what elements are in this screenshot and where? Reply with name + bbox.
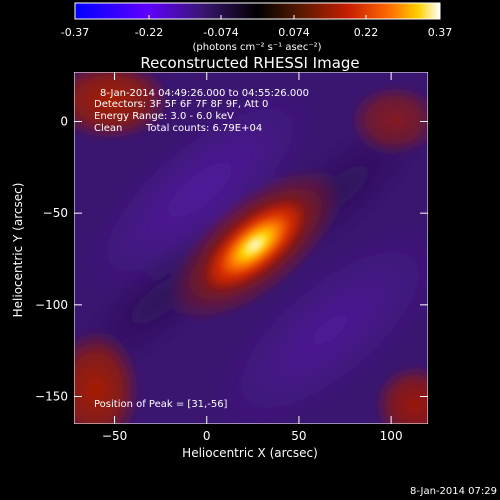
colorbar-tick-label: 0.37 — [428, 26, 453, 39]
colorbar-tick-label: 0.22 — [354, 26, 379, 39]
colorbar-tick-label: -0.074 — [203, 26, 238, 39]
render-timestamp: 8-Jan-2014 07:29 — [410, 486, 497, 497]
colorbar-ticks: -0.37 -0.22 -0.074 0.074 0.22 0.37 — [61, 15, 452, 39]
sidelobe-upper-left — [79, 84, 321, 296]
annotation-energy: Energy Range: 3.0 - 6.0 keV — [94, 111, 234, 122]
flare-source — [204, 200, 306, 290]
x-axis-ticks: −50 0 50 100 — [102, 72, 403, 443]
corner-lobe-bottom-left — [74, 330, 140, 424]
colorbar-gradient — [75, 3, 440, 19]
y-tick-label: −150 — [35, 390, 68, 404]
x-tick-label: 0 — [203, 429, 211, 443]
colorbar-tick-label: -0.37 — [61, 26, 89, 39]
chart-title: Reconstructed RHESSI Image — [140, 54, 359, 72]
sidelobe-lower-right — [208, 223, 428, 424]
colorbar-frame — [74, 2, 441, 20]
corner-lobe-top-left — [74, 72, 170, 140]
x-tick-label: −50 — [102, 429, 127, 443]
annotation-peak-position: Position of Peak = [31,-56] — [94, 399, 228, 410]
colorbar-units-label: (photons cm⁻² s⁻¹ asec⁻²) — [192, 42, 321, 53]
heatmap-image — [74, 72, 428, 424]
annotation-time-range: 8-Jan-2014 04:49:26.000 to 04:55:26.000 — [100, 88, 309, 99]
corner-lobe-top-right — [350, 85, 428, 155]
annotation-total-counts: Total counts: 6.79E+04 — [145, 123, 262, 134]
colorbar-tick-label: 0.074 — [278, 26, 310, 39]
x-axis-label: Heliocentric X (arcsec) — [182, 446, 318, 460]
y-tick-label: −50 — [43, 206, 68, 220]
y-tick-label: 0 — [60, 115, 68, 129]
x-tick-label: 50 — [291, 429, 306, 443]
annotation-detectors: Detectors: 3F 5F 6F 7F 8F 9F, Att 0 — [94, 99, 268, 110]
y-axis-ticks: 0 −50 −100 −150 — [35, 115, 428, 404]
corner-lobe-bottom-right — [375, 365, 428, 424]
colorbar-tick-label: -0.22 — [135, 26, 163, 39]
annotation-clean: Clean — [94, 123, 122, 134]
y-tick-label: −100 — [35, 298, 68, 312]
y-axis-label: Heliocentric Y (arcsec) — [11, 183, 25, 318]
x-tick-label: 100 — [380, 429, 403, 443]
